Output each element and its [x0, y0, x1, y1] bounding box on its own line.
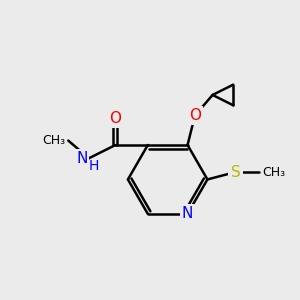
Text: H: H	[88, 159, 98, 172]
Text: CH₃: CH₃	[262, 166, 286, 178]
Text: N: N	[76, 151, 87, 166]
Text: S: S	[230, 165, 240, 180]
Text: O: O	[110, 111, 122, 126]
Text: CH₃: CH₃	[42, 134, 65, 147]
Text: N: N	[182, 206, 193, 221]
Text: O: O	[189, 108, 201, 123]
